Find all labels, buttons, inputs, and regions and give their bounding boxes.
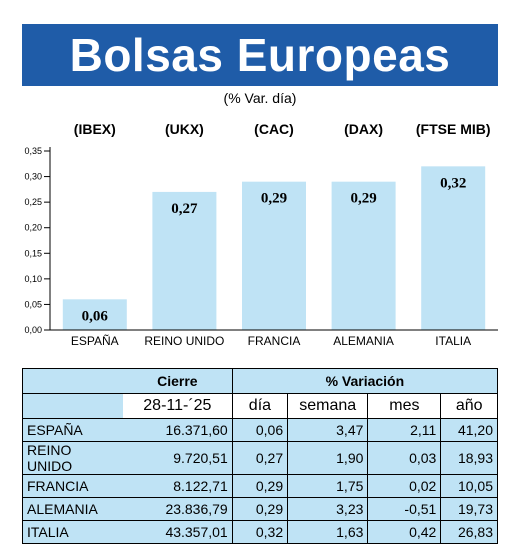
row-country: ITALIA (22, 520, 123, 544)
y-axis-ticks: 0,00 0,05 0,10 0,15 0,20 0,25 0,30 0,35 (24, 146, 50, 335)
header-date: 28-11-´25 (123, 393, 233, 419)
index-codes: (IBEX) (UKX) (CAC) (DAX) (FTSE MIB) (74, 121, 491, 137)
quotes-table: Cierre % Variación 28-11-´25 día semana … (22, 368, 498, 544)
y-tick-label: 0,20 (24, 223, 42, 233)
row-mes: -0,51 (367, 497, 442, 521)
row-semana: 3,23 (287, 497, 369, 521)
axes (49, 147, 498, 331)
row-semana: 1,63 (287, 520, 369, 544)
table-row: FRANCIA 8.122,71 0,29 1,75 0,02 10,05 (22, 474, 498, 498)
bar (421, 166, 486, 330)
row-cierre: 16.371,60 (123, 418, 233, 442)
row-country: ESPAÑA (22, 418, 123, 442)
row-ano: 18,93 (440, 441, 498, 475)
table-row: ITALIA 43.357,01 0,32 1,63 0,42 26,83 (22, 520, 498, 544)
row-semana: 1,75 (287, 474, 369, 498)
header-ano: año (440, 393, 498, 419)
row-dia: 0,29 (232, 474, 289, 498)
category-label: FRANCIA (248, 334, 301, 348)
header-dia: día (232, 393, 289, 419)
category-label: REINO UNIDO (144, 334, 224, 348)
y-tick-label: 0,00 (24, 325, 42, 335)
bar (331, 181, 396, 330)
index-code-label: (FTSE MIB) (416, 121, 491, 137)
index-code-label: (DAX) (344, 121, 383, 137)
y-tick-label: 0,10 (24, 274, 42, 284)
value-label: 0,29 (261, 191, 287, 207)
chart-subtitle: (% Var. día) (223, 90, 297, 106)
header-cierre: Cierre (123, 368, 233, 394)
table-row: ALEMANIA 23.836,79 0,29 3,23 -0,51 19,73 (22, 497, 498, 521)
header-mes: mes (367, 393, 442, 419)
row-country: FRANCIA (22, 474, 123, 498)
title-banner: Bolsas Europeas (22, 24, 498, 86)
row-country: REINO UNIDO (22, 441, 123, 475)
row-semana: 3,47 (287, 418, 369, 442)
y-tick-label: 0,25 (24, 197, 42, 207)
table-row: ESPAÑA 16.371,60 0,06 3,47 2,11 41,20 (22, 418, 498, 442)
table-header-row: Cierre % Variación (22, 368, 498, 394)
row-ano: 41,20 (440, 418, 498, 442)
value-labels: 0,06 0,27 0,29 0,29 0,32 (82, 175, 467, 324)
y-tick-label: 0,30 (24, 172, 42, 182)
bars (62, 166, 486, 330)
row-cierre: 43.357,01 (123, 520, 233, 544)
row-ano: 26,83 (440, 520, 498, 544)
row-country: ALEMANIA (22, 497, 123, 521)
bar (62, 299, 127, 330)
category-label: ITALIA (435, 334, 471, 348)
row-mes: 0,02 (367, 474, 442, 498)
y-tick-label: 0,05 (24, 299, 42, 309)
chart-title: Bolsas Europeas (69, 29, 451, 81)
value-label: 0,32 (440, 175, 466, 191)
row-semana: 1,90 (287, 441, 369, 475)
header-variacion: % Variación (232, 368, 498, 394)
table-subheader-row: 28-11-´25 día semana mes año (22, 393, 498, 419)
row-mes: 0,03 (367, 441, 442, 475)
row-ano: 19,73 (440, 497, 498, 521)
row-mes: 0,42 (367, 520, 442, 544)
index-code-label: (IBEX) (74, 121, 116, 137)
row-dia: 0,32 (232, 520, 289, 544)
row-cierre: 23.836,79 (123, 497, 233, 521)
index-code-label: (CAC) (254, 121, 294, 137)
category-labels: ESPAÑA REINO UNIDO FRANCIA ALEMANIA ITALIA (71, 334, 471, 348)
value-label: 0,29 (350, 191, 376, 207)
value-label: 0,27 (171, 201, 198, 217)
header-semana: semana (287, 393, 369, 419)
row-cierre: 8.122,71 (123, 474, 233, 498)
category-label: ALEMANIA (333, 334, 394, 348)
value-label: 0,06 (82, 308, 109, 324)
row-mes: 2,11 (367, 418, 442, 442)
row-dia: 0,29 (232, 497, 289, 521)
table-row: REINO UNIDO 9.720,51 0,27 1,90 0,03 18,9… (22, 441, 498, 475)
row-dia: 0,06 (232, 418, 289, 442)
row-ano: 10,05 (440, 474, 498, 498)
row-cierre: 9.720,51 (123, 441, 233, 475)
y-tick-label: 0,15 (24, 248, 42, 258)
y-tick-label: 0,35 (24, 146, 42, 156)
bar (242, 181, 306, 330)
bar-chart: (IBEX) (UKX) (CAC) (DAX) (FTSE MIB) 0,00 0,05… (24, 121, 498, 348)
index-code-label: (UKX) (165, 121, 204, 137)
category-label: ESPAÑA (71, 334, 119, 348)
row-dia: 0,27 (232, 441, 289, 475)
bar (152, 191, 217, 330)
